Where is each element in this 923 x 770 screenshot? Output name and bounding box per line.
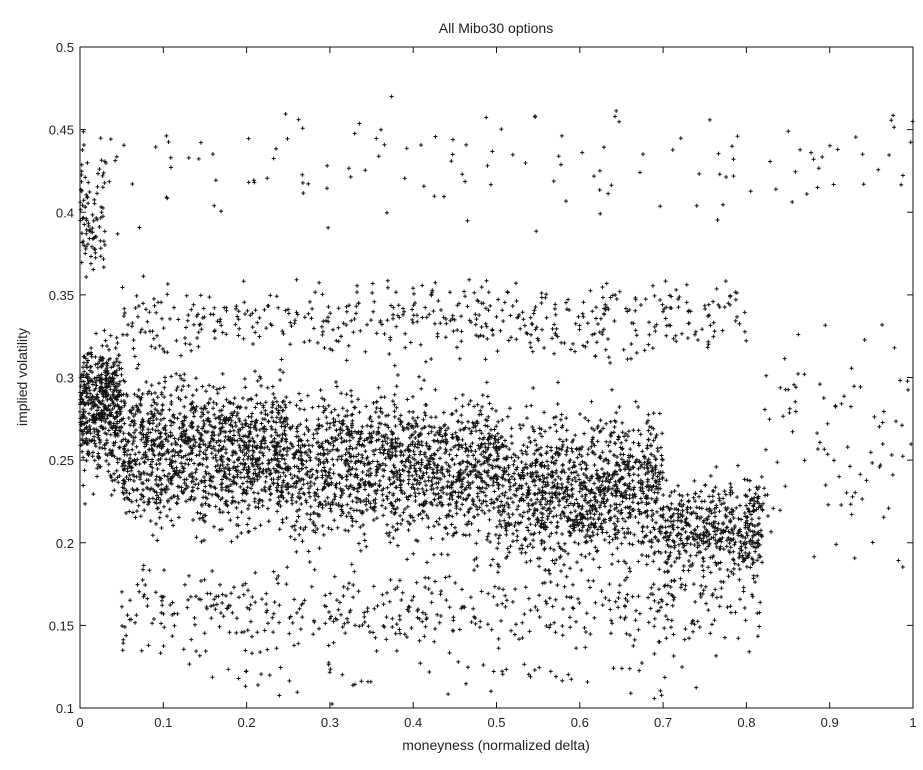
y-axis-title: implied volatility: [14, 328, 30, 426]
x-tick-label: 0.3: [321, 715, 339, 730]
x-tick-label: 0.6: [571, 715, 589, 730]
x-tick-label: 0: [76, 715, 83, 730]
x-tick-label: 0.9: [821, 715, 839, 730]
x-tick-label: 0.1: [154, 715, 172, 730]
y-tick-label: 0.1: [56, 701, 74, 716]
y-tick-label: 0.15: [49, 618, 74, 633]
x-tick-label: 0.4: [404, 715, 422, 730]
y-tick-label: 0.4: [56, 205, 74, 220]
ticks-layer: 0 0.1 0.2 0.3 0.4 0.5 0.6 0.7 0.8 0.9 10.10.150.20…: [49, 40, 917, 730]
y-tick-label: 0.3: [56, 371, 74, 386]
x-tick-label: 0.8: [737, 715, 755, 730]
y-tick-label: 0.25: [49, 453, 74, 468]
chart-title: All Mibo30 options: [439, 20, 553, 36]
x-tick-label: 0.2: [238, 715, 256, 730]
x-axis-title: moneyness (normalized delta): [402, 737, 590, 753]
points-layer: [78, 94, 915, 706]
y-tick-label: 0.35: [49, 288, 74, 303]
y-tick-label: 0.2: [56, 536, 74, 551]
x-tick-label: 1: [909, 715, 916, 730]
y-tick-label: 0.5: [56, 40, 74, 55]
scatter-points: [78, 94, 915, 706]
x-tick-label: 0.5: [487, 715, 505, 730]
x-tick-label: 0.7: [654, 715, 672, 730]
y-tick-label: 0.45: [49, 123, 74, 138]
